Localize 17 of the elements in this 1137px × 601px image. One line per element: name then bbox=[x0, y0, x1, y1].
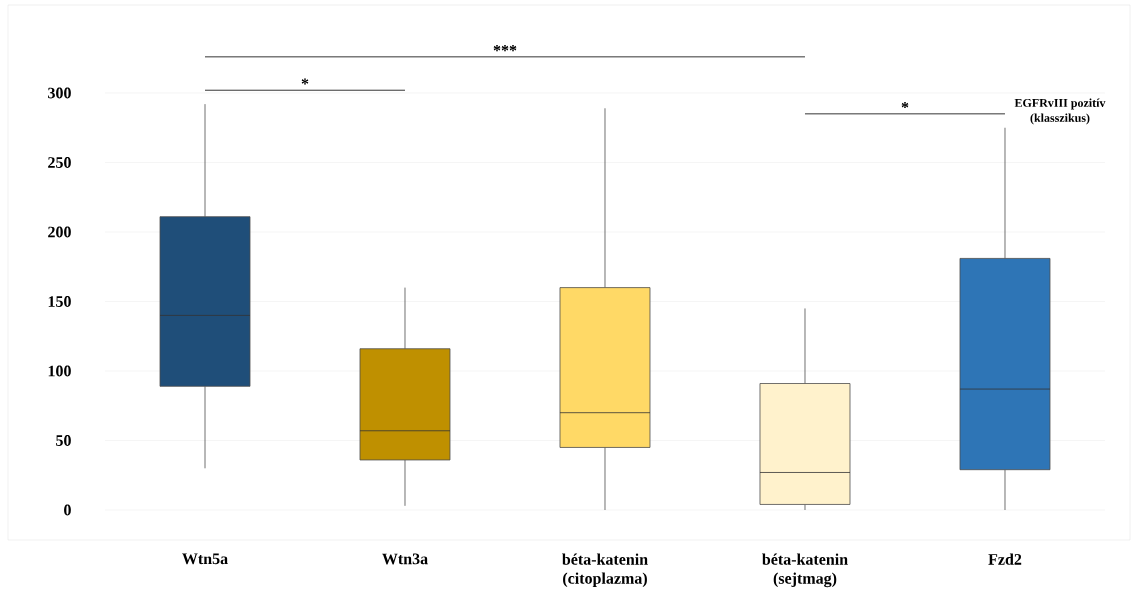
y-tick-label: 0 bbox=[64, 504, 71, 516]
text: * bbox=[301, 78, 309, 85]
y-tick-label: 50 bbox=[56, 435, 71, 446]
x-tick-label: béta-katenin (sejtmag) bbox=[762, 553, 848, 588]
x-tick-label: béta-katenin (citoplazma) bbox=[562, 553, 648, 588]
x-tick-label: Fzd2 bbox=[988, 553, 1022, 565]
text: *** bbox=[493, 45, 517, 52]
y-tick-label: 250 bbox=[48, 157, 71, 168]
y-tick-label: 150 bbox=[48, 296, 71, 307]
annotation: * bbox=[901, 102, 909, 109]
y-tick-label: 300 bbox=[48, 87, 71, 99]
y-tick-label: 100 bbox=[48, 365, 71, 377]
y-tick-label: 200 bbox=[48, 226, 71, 238]
annotation: (klasszikus) bbox=[1030, 113, 1090, 125]
x-tick-label: Wtn5a bbox=[182, 553, 228, 565]
annotation: EGFRvIII pozitív bbox=[1014, 98, 1106, 110]
x-tick-label: Wtn3a bbox=[382, 553, 428, 565]
